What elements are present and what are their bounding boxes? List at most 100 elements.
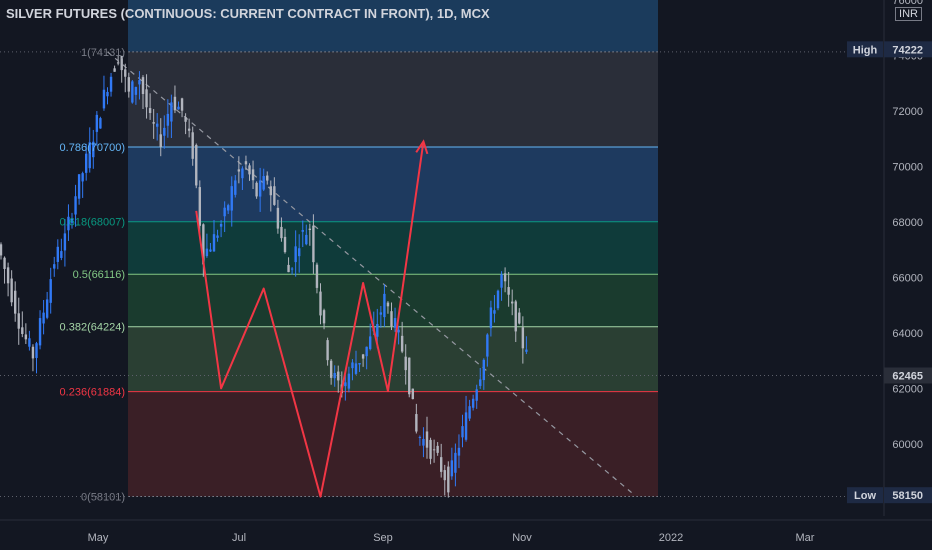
y-tick-label: 70000 (892, 161, 923, 173)
candle-body (88, 142, 91, 169)
candle-body (92, 141, 95, 158)
y-tick-label: 68000 (892, 217, 923, 229)
candle-body (322, 310, 326, 324)
candle-body (280, 226, 283, 239)
candle-body (432, 449, 436, 451)
x-tick-label: 2022 (659, 532, 683, 544)
fib-labels: 1(74131) 0.786(70700) 0.618(68007) 0.5(6611… (60, 47, 125, 504)
candle-body (298, 248, 301, 257)
candle-body (500, 274, 503, 288)
candle-body (333, 372, 336, 379)
candle-body (429, 439, 432, 459)
candle-body (461, 426, 464, 438)
candle-body (45, 299, 49, 318)
candle-body (99, 118, 102, 129)
candle-body (269, 186, 272, 196)
last-value: 62465 (892, 370, 923, 382)
candle-body (74, 196, 77, 215)
candle-body (440, 457, 443, 472)
candle-body (369, 336, 372, 350)
candle-body (468, 406, 471, 419)
candle-body (514, 301, 517, 332)
candle-body (347, 373, 351, 389)
candle-body (102, 89, 106, 109)
candle-body (386, 302, 390, 307)
candle-body (177, 106, 180, 110)
fib-label: 0.5(66116) (73, 269, 125, 281)
high-value: 74222 (892, 44, 923, 56)
fib-label: 1(74131) (81, 47, 125, 59)
candle-body (411, 388, 414, 400)
candle-body (163, 127, 166, 136)
candle-body (354, 363, 358, 374)
y-axis-bg (884, 0, 932, 550)
candle-body (383, 293, 386, 318)
candle-body (507, 287, 510, 295)
candle-body (3, 257, 6, 269)
candle-body (191, 132, 194, 159)
candle-body (202, 224, 205, 265)
chart-title: SILVER FUTURES (CONTINUOUS: CURRENT CONT… (6, 6, 490, 21)
candle-body (397, 329, 400, 333)
candle-body (422, 438, 425, 446)
candle-body (141, 77, 145, 94)
candle-body (116, 62, 120, 64)
candle-body (447, 466, 450, 493)
candle-body (85, 153, 88, 173)
candle-body (258, 180, 262, 197)
candle-body (95, 114, 99, 132)
fib-label: 0.786(70700) (60, 142, 125, 154)
candle-body (266, 175, 269, 181)
candle-body (10, 278, 13, 303)
candle-body (308, 228, 312, 230)
candle-body (525, 349, 528, 352)
y-tick-label: 62000 (892, 383, 923, 395)
y-tick-label: 60000 (892, 439, 923, 451)
candle-body (205, 248, 209, 257)
candle-body (159, 134, 162, 147)
candle-body (329, 360, 333, 378)
candle-body (138, 80, 141, 85)
candle-body (393, 318, 397, 328)
y-tick-label: 66000 (892, 272, 923, 284)
candle-body (287, 264, 290, 273)
x-axis: May Jul Sep Nov 2022 Mar (0, 519, 932, 550)
candle-body (24, 334, 28, 340)
candle-body (145, 89, 148, 108)
fib-label: 0.236(61884) (60, 387, 125, 399)
candle-body (489, 307, 493, 329)
candle-body (127, 77, 130, 92)
candle-body (493, 310, 496, 314)
candle-body (305, 234, 308, 245)
candle-body (124, 69, 127, 77)
candle-body (152, 122, 155, 124)
candle-body (106, 91, 109, 97)
candle-body (0, 244, 3, 256)
y-axis: 6000062000640006600068000700007200074000… (847, 0, 932, 550)
candle-body (283, 236, 287, 253)
candle-body (237, 169, 241, 172)
candle-body (216, 235, 219, 238)
candle-body (496, 290, 500, 309)
candle-body (344, 382, 347, 387)
candle-body (255, 182, 258, 197)
candle-body (521, 327, 525, 349)
candle-body (400, 335, 404, 352)
candle-body (294, 246, 297, 263)
candle-body (415, 414, 418, 432)
high-label-bg (847, 41, 883, 58)
fib-label: 0(58101) (81, 492, 125, 504)
candle-body (230, 186, 233, 211)
candle-body (326, 340, 329, 361)
candle-body (209, 249, 212, 252)
candle-body (262, 176, 265, 190)
candle-body (457, 447, 461, 456)
low-label-bg (847, 487, 883, 504)
candle-body (361, 354, 365, 359)
candle-body (301, 230, 304, 232)
candle-body (227, 205, 230, 211)
candle-body (60, 251, 63, 258)
y-tick-label: 64000 (892, 328, 923, 340)
y-tick-label: 76000 (892, 0, 923, 7)
